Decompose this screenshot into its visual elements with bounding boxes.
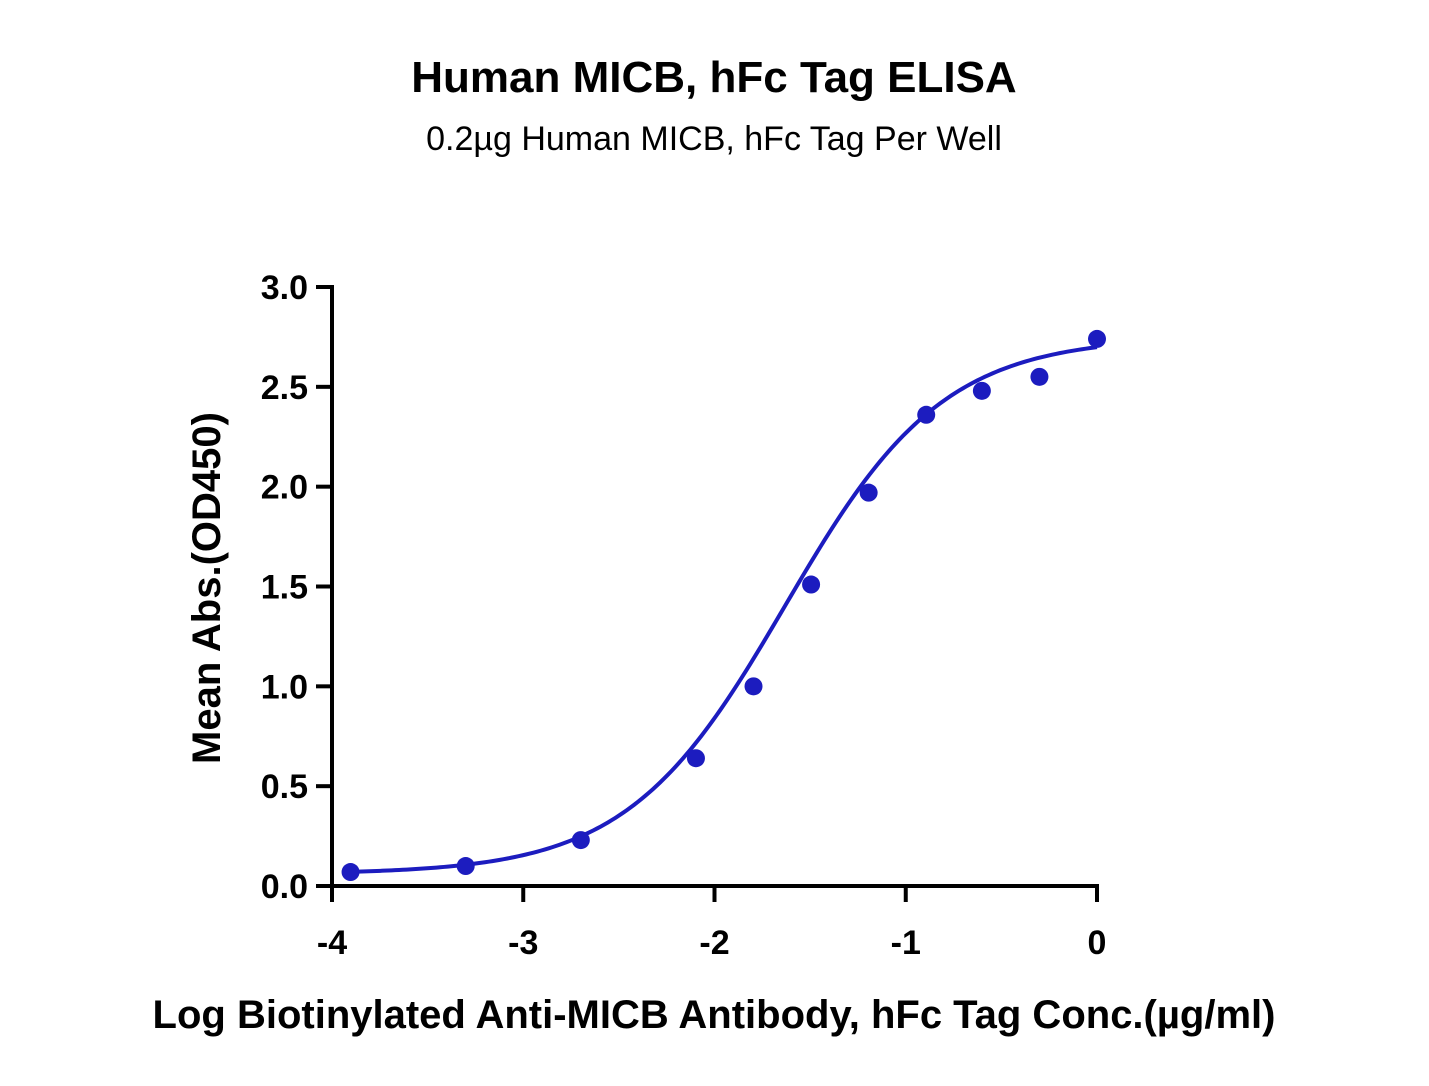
- x-tick-label: -2: [699, 924, 729, 962]
- data-point: [917, 405, 936, 424]
- y-axis-title: Mean Abs.(OD450): [185, 412, 229, 764]
- x-axis-title: Log Biotinylated Anti-MICB Antibody, hFc…: [153, 993, 1276, 1037]
- data-point: [686, 749, 705, 768]
- chart-subtitle: 0.2µg Human MICB, hFc Tag Per Well: [426, 120, 1002, 158]
- data-point: [859, 483, 878, 502]
- chart-title: Human MICB, hFc Tag ELISA: [411, 53, 1016, 102]
- y-tick-label: 3.0: [261, 269, 308, 307]
- fit-curve-layer: [350, 345, 1098, 874]
- y-tick-label: 0.5: [261, 768, 308, 806]
- x-tick-label: 0: [1088, 924, 1107, 962]
- axes: 0.0 0.5 1.0 1.5 2.0 2.5 3.0 -4 -3 -2 -1 0: [261, 269, 1107, 962]
- x-tick-label: -4: [317, 924, 347, 962]
- data-point: [1030, 367, 1049, 386]
- data-point: [972, 381, 991, 400]
- y-tick-label: 1.5: [261, 569, 308, 607]
- x-tick-label: -3: [508, 924, 538, 962]
- x-tick-label: -1: [891, 924, 921, 962]
- data-points-layer: [341, 329, 1106, 882]
- data-point: [744, 677, 763, 696]
- y-tick-label: 2.0: [261, 469, 308, 507]
- data-point: [1088, 329, 1106, 348]
- y-tick-label: 0.0: [261, 868, 308, 906]
- fit-curve-line: [350, 345, 1098, 874]
- data-point: [341, 863, 360, 882]
- y-tick-label: 2.5: [261, 369, 308, 407]
- data-point: [802, 575, 821, 594]
- y-tick-label: 1.0: [261, 668, 308, 706]
- data-point: [571, 831, 590, 850]
- data-point: [456, 857, 475, 876]
